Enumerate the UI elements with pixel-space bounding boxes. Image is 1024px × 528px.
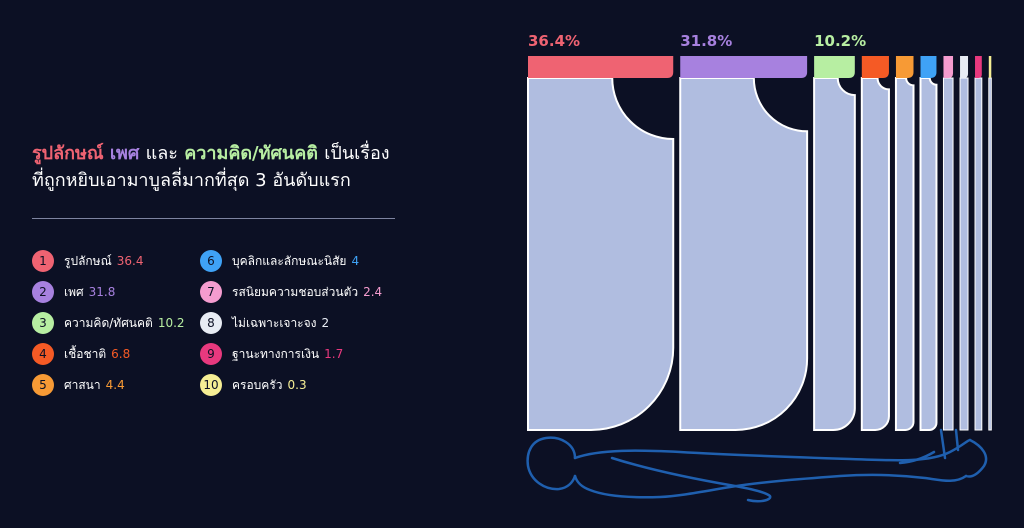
legend-item: 10 ครอบครัว 0.3 — [200, 374, 400, 396]
figure-outline-stroke — [939, 428, 947, 460]
headline: รูปลักษณ์ เพศ และ ความคิด/ทัศนคติ เป็นเร… — [32, 140, 412, 194]
headline-topic-gender: เพศ — [109, 143, 140, 164]
legend-item: 5 ศาสนา 4.4 — [32, 374, 232, 396]
legend-rank-badge: 1 — [32, 250, 54, 272]
legend-value: 6.8 — [111, 347, 131, 361]
bar-cap — [528, 56, 674, 78]
legend-label: ศาสนา — [64, 377, 101, 392]
legend-rank-badge: 5 — [32, 374, 54, 396]
bar-cap — [960, 56, 969, 78]
bar-body — [860, 77, 890, 431]
figure-outline-stroke — [954, 428, 960, 452]
bar-body — [679, 77, 809, 431]
bar-body — [527, 77, 675, 431]
legend-rank-badge: 6 — [200, 250, 222, 272]
lying-figure-illustration — [526, 428, 988, 503]
legend-value: 2.4 — [363, 285, 383, 299]
bar-body — [919, 77, 938, 431]
figure-outline-stroke — [573, 438, 972, 462]
bar-body — [942, 77, 954, 431]
figure-outline-stroke — [964, 438, 988, 478]
legend-rank-badge: 2 — [32, 281, 54, 303]
bar-cap — [988, 56, 992, 78]
legend-value: 1.7 — [324, 347, 344, 361]
legend-value: 0.3 — [287, 378, 307, 392]
legend-label: ความคิด/ทัศนคติ — [64, 315, 153, 330]
bar-body — [813, 77, 856, 431]
legend-label: ครอบครัว — [232, 377, 283, 392]
headline-tail: เป็นเรื่อง — [324, 143, 390, 164]
bar-cap — [814, 56, 855, 78]
divider — [32, 218, 395, 219]
legend-label: รสนิยมความชอบส่วนตัว — [232, 284, 359, 299]
bar-cap — [975, 56, 982, 78]
legend-label: ฐานะทางการเงิน — [232, 346, 320, 361]
legend-rank-badge: 3 — [32, 312, 54, 334]
headline-topic-appearance: รูปลักษณ์ — [32, 143, 104, 164]
figure-outline-stroke — [573, 473, 968, 499]
legend-rank-badge: 9 — [200, 343, 222, 365]
bar-body — [894, 77, 915, 431]
legend-item: 8 ไม่เฉพาะเจาะจง 2 — [200, 312, 400, 334]
legend-value: 31.8 — [88, 285, 116, 299]
bar-cap — [895, 56, 914, 78]
figure-outline-stroke — [898, 450, 936, 465]
legend-item: 6 บุคลิกและลักษณะนิสัย 4 — [200, 250, 400, 272]
legend-item: 7 รสนิยมความชอบส่วนตัว 2.4 — [200, 281, 400, 303]
legend-item: 4 เชื้อชาติ 6.8 — [32, 343, 232, 365]
legend-rank-badge: 4 — [32, 343, 54, 365]
legend-item: 9 ฐานะทางการเงิน 1.7 — [200, 343, 400, 365]
bar-body — [959, 77, 969, 431]
bar-value-label: 31.8% — [680, 32, 732, 50]
legend-value: 36.4 — [116, 254, 144, 268]
legend-value: 2 — [321, 316, 330, 330]
headline-topic-attitude: ความคิด/ทัศนคติ — [184, 143, 318, 164]
bar-value-label: 10.2% — [814, 32, 866, 50]
bar-cap — [920, 56, 937, 78]
legend-item: 2 เพศ 31.8 — [32, 281, 232, 303]
legend-label: เชื้อชาติ — [64, 346, 107, 361]
legend-label: ไม่เฉพาะเจาะจง — [232, 315, 317, 330]
bar-cap — [861, 56, 889, 78]
legend-rank-badge: 7 — [200, 281, 222, 303]
figure-outline-stroke — [526, 436, 577, 491]
legend-item: 1 รูปลักษณ์ 36.4 — [32, 250, 232, 272]
bar-value-label: 36.4% — [528, 32, 580, 50]
bar-body — [974, 77, 983, 431]
legend-value: 10.2 — [157, 316, 185, 330]
figure-outline-stroke — [610, 456, 772, 503]
bar-cap — [943, 56, 954, 78]
legend-label: เพศ — [64, 284, 84, 299]
bar-body — [988, 77, 992, 431]
headline-line2: ที่ถูกหยิบเอามาบูลลี่มากที่สุด 3 อันดับแ… — [32, 170, 351, 191]
bar-cap — [680, 56, 808, 78]
legend-value: 4.4 — [105, 378, 125, 392]
headline-and: และ — [145, 143, 178, 164]
legend-label: บุคลิกและลักษณะนิสัย — [232, 253, 347, 268]
legend-item: 3 ความคิด/ทัศนคติ 10.2 — [32, 312, 232, 334]
legend-value: 4 — [351, 254, 360, 268]
legend-rank-badge: 8 — [200, 312, 222, 334]
legend-label: รูปลักษณ์ — [64, 253, 112, 268]
legend-rank-badge: 10 — [200, 374, 222, 396]
